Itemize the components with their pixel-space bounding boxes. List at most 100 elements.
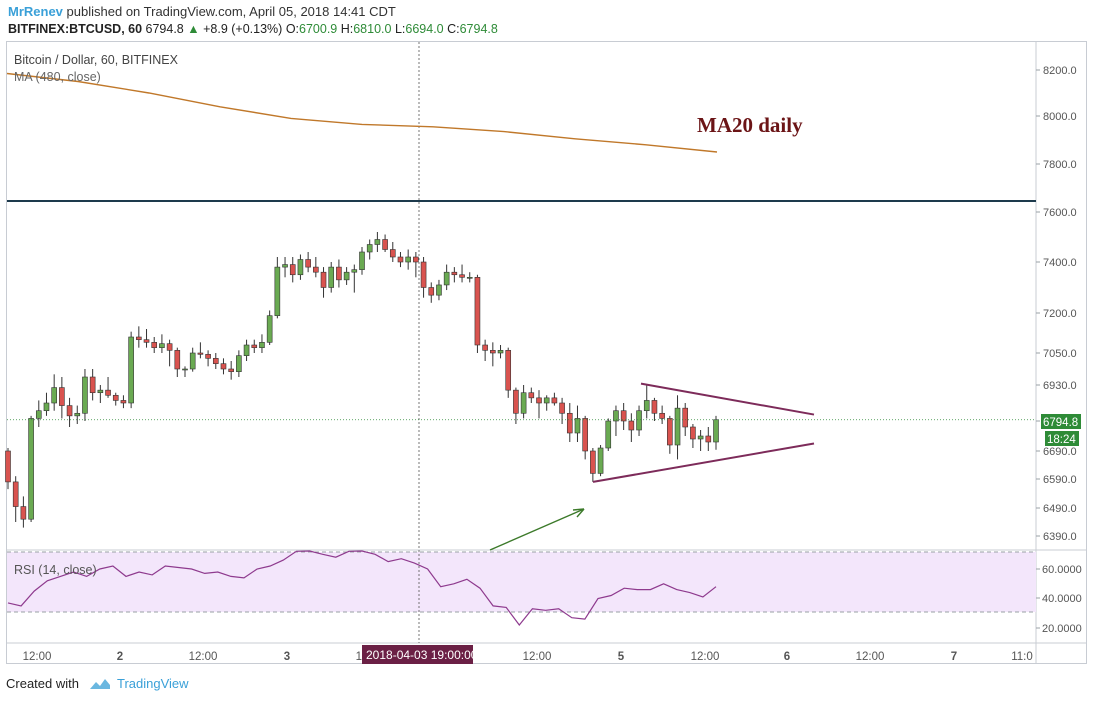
- created-with-label: Created with: [6, 676, 79, 691]
- close-value: 6794.8: [459, 22, 498, 36]
- candle-body: [636, 410, 642, 431]
- candle-body: [66, 405, 73, 417]
- candle-body: [667, 418, 673, 446]
- candle-body: [282, 264, 288, 268]
- time-tick-label: 12:00: [856, 651, 885, 663]
- candle-body: [205, 354, 211, 359]
- candle-body: [212, 358, 219, 364]
- price-tick-label: 6590.0: [1043, 474, 1077, 486]
- candle-body: [174, 350, 181, 370]
- candle-body: [105, 389, 111, 396]
- author-link[interactable]: MrRenev: [8, 4, 63, 19]
- candle-body: [490, 350, 496, 354]
- candle-body: [451, 271, 458, 276]
- candle-body: [59, 387, 65, 406]
- candle-body: [182, 368, 188, 371]
- candle-body: [682, 407, 689, 428]
- candle-body: [513, 389, 519, 414]
- price-tick-label: 6690.0: [1043, 446, 1077, 458]
- candle-body: [89, 376, 96, 394]
- time-tick-label: 6: [784, 651, 790, 663]
- candle-body: [620, 410, 627, 422]
- candle-body: [112, 394, 119, 401]
- candle-body: [328, 266, 335, 288]
- candle-body: [313, 266, 319, 273]
- price-tick-label: 6930.0: [1043, 380, 1077, 392]
- candle-body: [20, 506, 27, 520]
- price-tick-label: 7800.0: [1043, 159, 1077, 171]
- tradingview-link[interactable]: TradingView: [116, 676, 189, 691]
- rsi-band: [7, 552, 1036, 612]
- last-price: 6794.8: [145, 22, 184, 36]
- candle-body: [466, 276, 473, 279]
- price-tick-label: 6490.0: [1043, 503, 1077, 515]
- triangle-lower-line: [592, 442, 815, 483]
- candle-body: [590, 450, 596, 474]
- candle-body: [136, 336, 142, 340]
- countdown-tag: 18:24: [1047, 434, 1076, 446]
- candle-body: [197, 352, 204, 355]
- candle-body: [628, 420, 635, 431]
- candle-body: [305, 259, 311, 268]
- candle-body: [690, 426, 696, 440]
- current-price-tag: 6794.8: [1043, 417, 1078, 429]
- high-label: H:: [340, 22, 354, 36]
- time-tick-label: 3: [284, 651, 290, 663]
- candle-body: [413, 256, 419, 263]
- low-value: 6694.0: [405, 22, 444, 36]
- candle-body: [474, 276, 481, 346]
- candle-body: [28, 418, 34, 520]
- arrow-head-icon: [572, 508, 585, 518]
- candle-body: [251, 344, 258, 348]
- candle-body: [5, 450, 11, 483]
- candle-body: [389, 249, 396, 258]
- candle-body: [697, 435, 704, 440]
- candle-body: [35, 410, 42, 419]
- candle-body: [436, 284, 442, 296]
- publish-info: MrRenev published on TradingView.com, Ap…: [8, 4, 396, 19]
- candle-body: [405, 256, 411, 263]
- candle-body: [613, 410, 619, 422]
- candle-body: [428, 287, 435, 296]
- candle-body: [713, 419, 719, 443]
- candle-body: [159, 343, 165, 348]
- symbol-label: BITFINEX:BTCUSD, 60: [8, 22, 143, 36]
- rsi-legend: RSI (14, close): [14, 563, 97, 577]
- candle-body: [482, 344, 488, 351]
- candle-body: [274, 266, 281, 316]
- price-tick-label: 8200.0: [1043, 65, 1077, 77]
- candle-body: [551, 397, 558, 404]
- candle-body: [343, 271, 350, 281]
- candle-body: [366, 244, 373, 253]
- price-tick-label: 8000.0: [1043, 111, 1077, 123]
- candle-body: [220, 363, 227, 370]
- candle-body: [236, 355, 242, 372]
- candle-body: [420, 261, 427, 288]
- close-label: C:: [447, 22, 460, 36]
- candle-body: [359, 251, 365, 270]
- time-tick-label: 5: [618, 651, 625, 663]
- price-tick-label: 6390.0: [1043, 531, 1077, 543]
- candle-body: [82, 376, 88, 414]
- candle-body: [574, 418, 581, 434]
- candle-body: [97, 389, 104, 394]
- crosshair-time-bg: [362, 645, 473, 664]
- candle-body: [674, 407, 681, 446]
- candle-body: [643, 400, 650, 412]
- arrow-line: [489, 508, 585, 551]
- candle-body: [536, 397, 542, 404]
- price-tick-label: 7200.0: [1043, 308, 1077, 320]
- candle-body: [166, 343, 173, 351]
- triangle-upper-line: [640, 382, 815, 416]
- open-label: O:: [285, 22, 300, 36]
- candle-body: [259, 342, 265, 348]
- candle-body: [143, 339, 150, 343]
- candle-body: [543, 397, 550, 404]
- candle-body: [228, 368, 234, 372]
- candle-body: [443, 271, 450, 286]
- price-tick-label: 7600.0: [1043, 207, 1077, 219]
- candle-body: [74, 412, 81, 417]
- candle-body: [374, 239, 381, 245]
- low-label: L:: [394, 22, 406, 36]
